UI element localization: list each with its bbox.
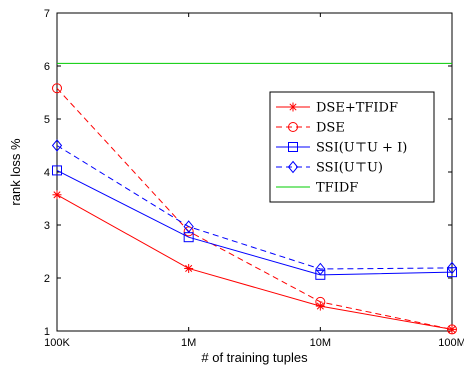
data-point xyxy=(52,83,62,94)
legend-item: TFIDF xyxy=(276,181,358,196)
star-marker xyxy=(447,324,457,334)
legend-label: DSE xyxy=(316,121,345,136)
diamond-marker xyxy=(315,262,326,276)
circle-marker xyxy=(288,122,298,132)
x-tick-label: 100K xyxy=(44,337,70,349)
circle-marker xyxy=(315,296,326,307)
data-point xyxy=(315,269,326,280)
y-axis-label: rank loss % xyxy=(8,138,23,206)
star-marker xyxy=(288,102,298,112)
x-tick-label: 1M xyxy=(181,337,196,349)
square-marker xyxy=(288,142,298,152)
series-line xyxy=(56,169,453,276)
y-tick-label: 6 xyxy=(44,61,50,73)
square-marker xyxy=(52,165,62,176)
series-3 xyxy=(51,139,458,276)
legend-item: SSI(U⊤U + I) xyxy=(276,141,407,156)
y-tick-label: 4 xyxy=(44,167,50,179)
x-axis-label: # of training tuples xyxy=(201,350,308,365)
diamond-marker xyxy=(287,160,299,174)
series-line xyxy=(56,145,453,270)
star-marker xyxy=(184,263,194,273)
y-tick-label: 3 xyxy=(44,220,50,232)
legend-item: DSE xyxy=(276,121,345,136)
legend-label: TFIDF xyxy=(316,181,358,196)
square-marker xyxy=(315,269,326,280)
data-point xyxy=(446,261,458,275)
series-2 xyxy=(52,165,457,280)
legend-label: DSE+TFIDF xyxy=(316,101,398,116)
data-point xyxy=(447,324,457,335)
star-stroke xyxy=(53,191,61,199)
y-tick-label: 1 xyxy=(44,326,50,338)
star-marker xyxy=(52,190,62,200)
data-point xyxy=(52,190,62,200)
star-stroke xyxy=(448,325,456,333)
data-point xyxy=(447,267,457,278)
series-line xyxy=(56,194,453,330)
series-1 xyxy=(52,83,457,335)
y-tick-label: 7 xyxy=(44,8,50,20)
series-0 xyxy=(52,190,457,334)
star-stroke xyxy=(185,264,193,273)
data-point xyxy=(315,262,326,276)
data-point xyxy=(52,165,62,176)
legend-label: SSI(U⊤U) xyxy=(316,161,383,176)
y-tick-label: 5 xyxy=(44,114,50,126)
legend-label: SSI(U⊤U + I) xyxy=(316,141,407,156)
diamond-marker xyxy=(183,220,194,233)
diamond-marker xyxy=(51,139,63,152)
data-point xyxy=(447,324,457,334)
legend-item: DSE+TFIDF xyxy=(276,101,398,116)
x-tick-label: 100M xyxy=(438,337,464,349)
data-point xyxy=(183,220,194,233)
circle-marker xyxy=(52,83,62,94)
star-stroke xyxy=(289,103,297,111)
data-point xyxy=(184,263,194,273)
data-point xyxy=(315,296,326,307)
y-tick-label: 2 xyxy=(44,273,50,285)
square-marker xyxy=(447,267,457,278)
circle-marker xyxy=(447,324,457,335)
series-line xyxy=(56,87,453,330)
legend-item: SSI(U⊤U) xyxy=(276,161,383,176)
diamond-marker xyxy=(446,261,458,275)
data-point xyxy=(51,139,63,152)
x-tick-label: 10M xyxy=(310,337,331,349)
